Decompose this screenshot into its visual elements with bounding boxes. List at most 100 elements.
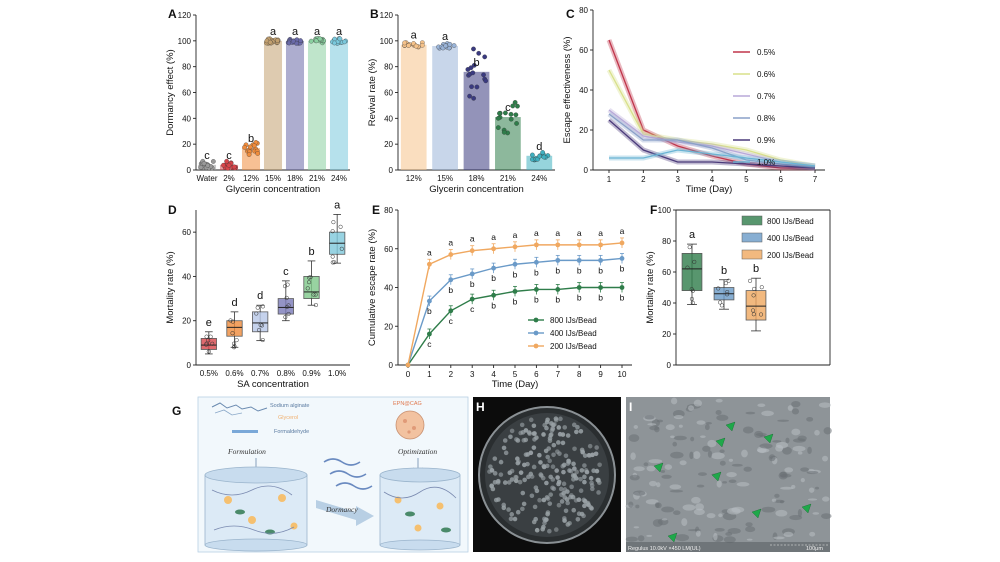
bead <box>574 476 579 481</box>
sem-grain <box>775 441 789 449</box>
bead <box>545 454 550 460</box>
data-point <box>510 103 516 109</box>
sem-grain <box>675 534 690 542</box>
data-point <box>718 300 723 305</box>
x-tick-label: 1.0% <box>328 369 346 378</box>
bead <box>526 430 532 435</box>
box <box>252 311 269 333</box>
data-point <box>719 303 724 308</box>
bead <box>553 417 559 423</box>
data-point <box>204 342 209 347</box>
y-tick-label: 20 <box>384 322 393 331</box>
data-point <box>491 292 496 298</box>
data-point <box>405 362 411 368</box>
data-point <box>286 311 291 316</box>
x-tick-label: 24% <box>531 174 547 183</box>
sem-grain <box>713 532 718 541</box>
sem-grain <box>791 408 800 415</box>
sem-grain <box>696 420 706 425</box>
data-point <box>451 43 457 48</box>
bead <box>547 528 552 534</box>
sem-grain <box>661 474 672 479</box>
significance-label: b <box>620 293 625 303</box>
bead <box>594 445 599 450</box>
bead <box>565 433 571 438</box>
y-tick-label: 0 <box>389 361 394 370</box>
bead <box>578 488 584 493</box>
sem-grain <box>645 499 659 505</box>
data-point <box>313 292 318 297</box>
sem-grain <box>761 410 774 417</box>
bead <box>582 463 587 468</box>
panel-label: D <box>168 203 177 217</box>
sem-grain <box>670 451 684 459</box>
bead <box>509 512 515 517</box>
bead <box>521 501 527 507</box>
x-axis-label: Glycerin concentration <box>226 184 321 195</box>
bead <box>557 451 562 456</box>
data-point <box>758 312 764 317</box>
bead <box>540 526 545 532</box>
y-tick-label: 60 <box>182 89 191 98</box>
sem-arrows <box>653 421 812 543</box>
x-tick-label: 10 <box>618 370 627 379</box>
y-axis-label: Escape effectiveness (%) <box>562 36 573 143</box>
bead <box>528 417 534 423</box>
data-point <box>226 162 232 168</box>
data-point <box>689 287 694 292</box>
significance-label: e <box>206 317 212 329</box>
significance-label: b <box>555 294 560 304</box>
y-tick-label: 20 <box>182 317 191 326</box>
bead <box>541 432 546 437</box>
bar <box>400 44 427 171</box>
bead <box>562 425 568 430</box>
y-tick-label: 80 <box>579 6 588 15</box>
significance-label: c <box>283 266 289 278</box>
bead <box>572 446 577 452</box>
bead <box>515 509 521 515</box>
data-point <box>576 285 582 290</box>
data-point <box>246 152 252 157</box>
data-point <box>257 327 262 333</box>
significance-label: b <box>427 306 432 316</box>
legend-marker <box>533 330 539 336</box>
x-tick-label: 18% <box>287 174 303 183</box>
y-tick-label: 100 <box>380 37 394 46</box>
data-point <box>555 242 561 248</box>
y-tick-label: 60 <box>662 268 671 277</box>
bead <box>508 434 513 440</box>
data-point <box>470 70 476 76</box>
data-point <box>275 38 280 43</box>
sem-grain <box>791 428 801 436</box>
data-point <box>307 280 312 285</box>
sem-grain <box>656 419 664 423</box>
bead <box>587 443 593 449</box>
data-point <box>448 252 454 257</box>
sem-grain <box>723 536 736 544</box>
sem-grain <box>665 424 675 431</box>
legend-entry: 0.9% <box>757 136 775 145</box>
sem-grain <box>821 513 832 519</box>
significance-label: a <box>292 26 299 38</box>
data-point <box>540 150 545 155</box>
y-tick-label: 100 <box>178 37 192 46</box>
bead <box>493 497 499 503</box>
data-point <box>254 311 259 316</box>
data-point <box>748 278 753 283</box>
sem-grain <box>772 536 785 540</box>
bead <box>502 438 508 443</box>
bead <box>541 463 547 469</box>
data-point <box>541 154 547 160</box>
sem-grain <box>807 498 818 501</box>
sem-grain <box>806 416 814 422</box>
bead <box>516 459 521 465</box>
data-point <box>339 246 344 251</box>
data-point <box>298 38 303 43</box>
data-point <box>305 286 310 291</box>
data-point <box>725 292 730 297</box>
data-point <box>211 159 216 164</box>
bead <box>509 468 515 474</box>
significance-label: a <box>555 228 560 238</box>
data-point <box>406 43 411 48</box>
